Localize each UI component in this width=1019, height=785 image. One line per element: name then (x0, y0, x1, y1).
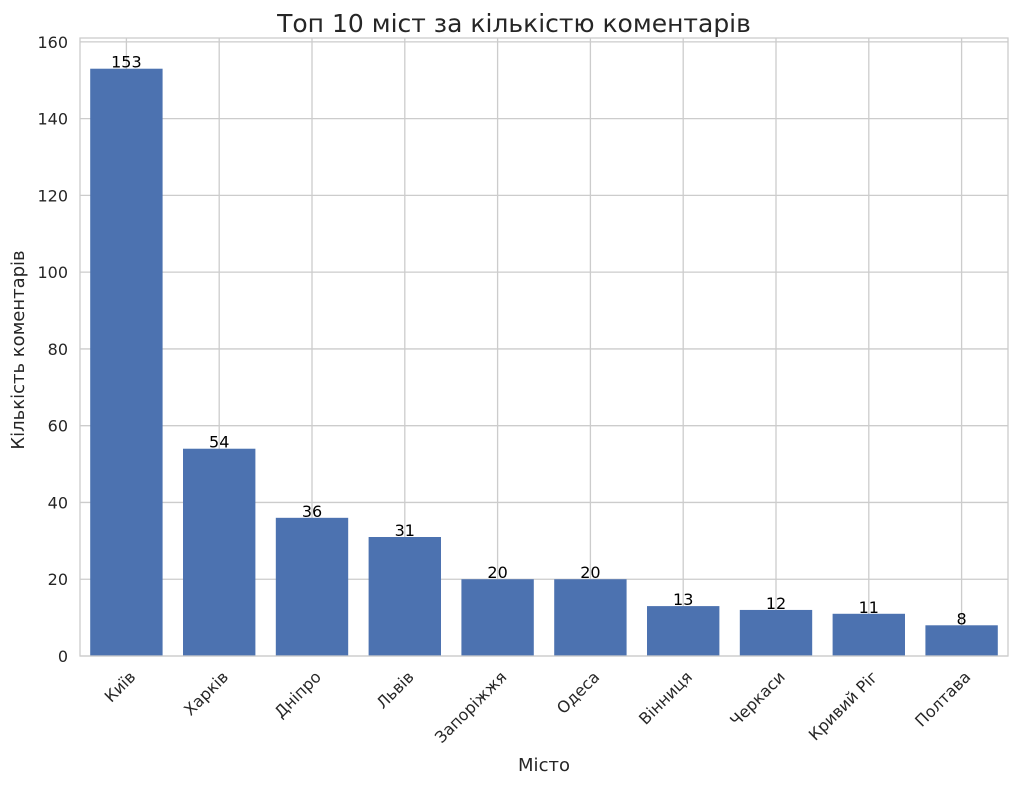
y-tick-label: 160 (37, 33, 68, 52)
y-tick-label: 140 (37, 110, 68, 129)
y-tick-label: 20 (48, 570, 68, 589)
x-tick-label: Вінниця (635, 667, 696, 728)
y-axis-label: Кількість коментарів (8, 250, 29, 449)
bar-value-label: 31 (395, 521, 415, 540)
x-tick-label: Одеса (553, 667, 603, 717)
bar-2 (275, 517, 349, 656)
plot-frame (79, 37, 1009, 657)
bar-value-label: 153 (111, 53, 142, 72)
y-tick-label: 0 (58, 647, 68, 666)
bar-0 (90, 68, 163, 657)
y-tick-label: 40 (48, 493, 68, 512)
bar-value-label: 20 (487, 563, 507, 582)
x-tick-label: Львів (373, 667, 418, 712)
bar-8 (832, 613, 905, 656)
x-tick-label: Запоріжжя (431, 667, 510, 746)
bar-value-label: 12 (766, 594, 786, 613)
y-tick-label: 80 (48, 340, 68, 359)
bar-value-label: 13 (673, 590, 693, 609)
bar-4 (461, 579, 534, 656)
bar-9 (925, 625, 998, 656)
bar-value-label: 36 (302, 502, 322, 521)
bar-value-label: 54 (209, 433, 229, 452)
x-axis-label: Місто (518, 755, 570, 776)
bar-value-label: 11 (859, 598, 879, 617)
y-tick-label: 60 (48, 417, 68, 436)
bar-value-label: 20 (580, 563, 600, 582)
chart-title: Топ 10 міст за кількістю коментарів (276, 9, 751, 38)
bar-3 (368, 537, 441, 656)
y-tick-label: 120 (37, 186, 68, 205)
bar-5 (554, 579, 627, 656)
x-tick-label: Київ (101, 667, 140, 706)
bar-value-label: 8 (957, 609, 967, 628)
bar-7 (739, 609, 813, 656)
x-tick-label: Кривий Ріг (805, 667, 882, 744)
x-tick-label: Дніпро (271, 667, 325, 721)
bar-1 (183, 448, 256, 656)
y-tick-label: 100 (37, 263, 68, 282)
bar-6 (647, 606, 720, 656)
x-tick-label: Харків (180, 667, 232, 719)
x-tick-label: Черкаси (726, 667, 789, 730)
x-tick-label: Полтава (911, 667, 974, 730)
